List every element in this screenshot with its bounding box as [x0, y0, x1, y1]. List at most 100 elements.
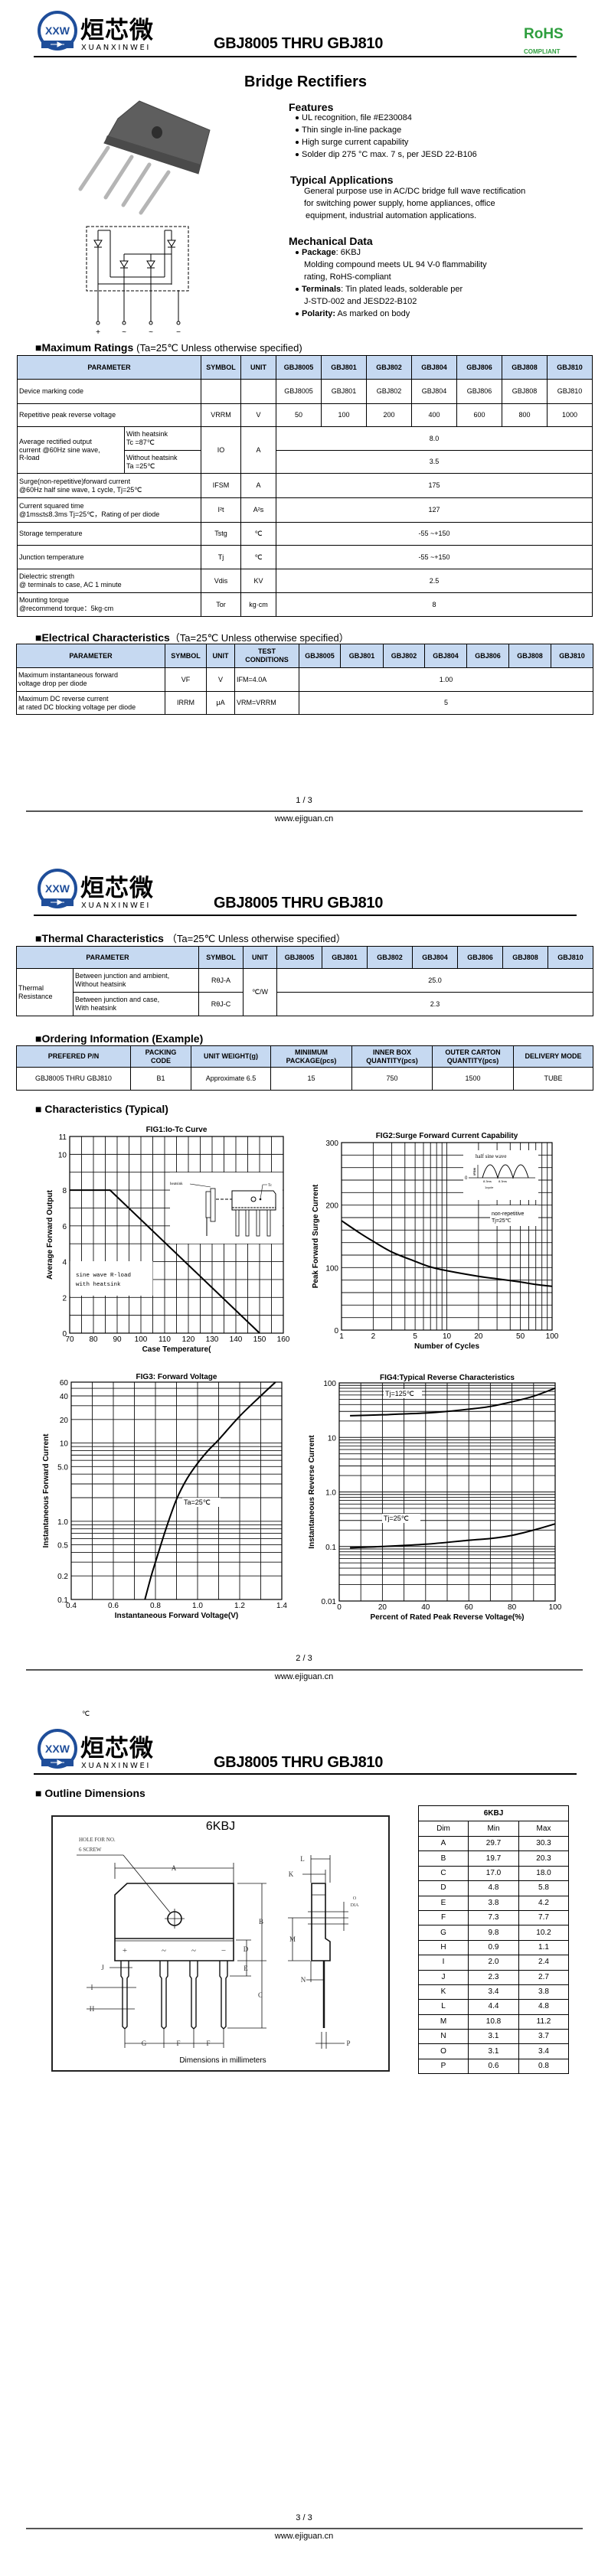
max-cell: 4.2 — [518, 1895, 570, 1911]
y-tick-label: 20 — [60, 1417, 69, 1425]
pin-mark: + — [123, 1946, 127, 1955]
applications-line: General purpose use in AC/DC bridge full… — [304, 187, 526, 196]
y-axis-label: Peak Forward Surge Current — [312, 1184, 320, 1288]
y-tick-label: 2 — [62, 1294, 67, 1303]
plot-frame — [69, 1136, 284, 1334]
company-logo: XXW 烜芯微 XUANXINWEI — [37, 1728, 167, 1771]
value-cell: GBJ802 — [366, 379, 412, 404]
outline-title: ■ Outline Dimensions — [35, 1787, 145, 1799]
value-cell: 600 — [456, 403, 502, 427]
zero-label: 0 — [465, 1176, 468, 1181]
dimension-label: F — [206, 2040, 210, 2047]
ordering-title: ■Ordering Information (Example) — [35, 1032, 204, 1045]
pin-mark: ~ — [162, 1946, 166, 1955]
diode-icon — [167, 240, 176, 247]
table-row: Junction temperature Tj ℃ -55 ~+150 — [17, 545, 593, 569]
max-cell: 1.1 — [518, 1939, 570, 1956]
page-number: 1 / 3 — [296, 796, 312, 805]
y-tick-label: 6 — [62, 1223, 67, 1231]
header-divider — [34, 915, 577, 916]
mechanical-item-polarity: Polarity: As marked on body — [296, 309, 410, 318]
symbol-cell: Tor — [201, 592, 241, 617]
y-tick-label: 40 — [60, 1393, 69, 1401]
x-tick-label: 160 — [277, 1335, 290, 1344]
device-front-icon — [231, 1190, 276, 1211]
leader-line — [189, 1183, 211, 1188]
mechanical-title: Mechanical Data — [289, 235, 373, 247]
col-parameter: PARAMETER — [17, 355, 201, 380]
unit-cell: V — [206, 667, 235, 692]
chart-fig3: FIG3: Forward Voltage 0.4 0.6 0.8 1.0 1.2 1.4 0… — [42, 1373, 287, 1620]
table-row: Maximum instantaneous forward voltage dro… — [16, 667, 593, 692]
cell: Approximate 6.5 — [191, 1067, 271, 1091]
tc-point-icon — [250, 1196, 257, 1202]
unit-cell: A²s — [240, 497, 276, 523]
waveform-label: half sine wave — [476, 1153, 506, 1159]
max-cell: 3.7 — [518, 2029, 570, 2045]
dim-cell: A — [418, 1835, 469, 1852]
dimension-label: B — [259, 1918, 263, 1925]
pin-mark: ~ — [191, 1946, 196, 1955]
table-row: Current squared time @1ms≤t≤8.3ms Tj=25℃，… — [17, 497, 593, 523]
x-axis-label: Instantaneous Forward Voltage(V) — [115, 1612, 239, 1620]
col-part: GBJ8005 — [276, 946, 322, 969]
package-lead — [120, 1961, 129, 2030]
outline-drawing-frame — [51, 1815, 390, 2072]
table-header-row: PARAMETER SYMBOL UNIT GBJ8005 GBJ801 GBJ802 GB… — [17, 355, 593, 380]
device-pin — [235, 1209, 240, 1237]
schematic-pin-label: − — [176, 328, 181, 337]
dim-cell: H — [418, 1939, 469, 1956]
symbol-cell: IRRM — [165, 691, 207, 715]
table-row: N 3.1 3.7 — [418, 2029, 570, 2045]
symbol-cell — [201, 379, 241, 404]
value-cell: GBJ801 — [321, 379, 367, 404]
chart-title: FIG3: Forward Voltage — [136, 1373, 217, 1381]
max-ratings-title: ■Maximum Ratings (Ta=25℃ Unless otherwis… — [35, 341, 302, 354]
feature-item: Thin single in-line package — [296, 126, 401, 135]
table-row: B 19.7 20.3 — [418, 1850, 570, 1867]
dim-cell: O — [418, 2043, 469, 2059]
x-axis-label: Number of Cycles — [414, 1342, 479, 1351]
dim-cell: E — [418, 1895, 469, 1911]
mechanical-item-terminals: Terminals: Tin plated leads, solderable … — [296, 285, 463, 294]
dimension-table-title: 6KBJ — [417, 1805, 570, 1821]
electrical-table: PARAMETER SYMBOL UNIT TEST CONDITIONS GBJ800… — [16, 644, 593, 715]
header-divider — [34, 56, 577, 57]
schematic-pin-label: ~ — [122, 328, 126, 337]
x-tick-label: 20 — [378, 1603, 387, 1612]
chart-fig2: FIG2:Surge Forward Current Capability 1 2 5… — [312, 1132, 559, 1351]
col-unit: UNIT — [243, 946, 277, 969]
page-number: 3 / 3 — [296, 2513, 312, 2522]
min-cell: 10.8 — [468, 2014, 519, 2030]
dim-cell: F — [418, 1909, 469, 1926]
dimension-label: L — [300, 1855, 305, 1863]
footer-divider — [26, 1669, 583, 1671]
section-condition: （Ta=25℃ Unless otherwise specified） — [169, 632, 349, 644]
col-parameter: PARAMETER — [16, 644, 165, 668]
col-parameter: PARAMETER — [16, 946, 199, 969]
package-lead — [121, 162, 152, 207]
col-symbol: SYMBOL — [201, 355, 241, 380]
leader-line — [123, 1854, 171, 1913]
test-cell: IFM=4.0A — [234, 667, 299, 692]
value-cell: GBJ804 — [411, 379, 457, 404]
x-tick-label: 20 — [474, 1332, 483, 1341]
x-axis-label: Percent of Rated Peak Reverse Voltage(%) — [370, 1613, 524, 1622]
cycle-label: 1cycle — [485, 1185, 494, 1189]
col-part-number: PREFERED P/N — [16, 1045, 131, 1068]
symbol-cell: IO — [201, 426, 241, 474]
table-row: E 3.8 4.2 — [418, 1895, 570, 1911]
svg-text:XXW: XXW — [45, 882, 70, 895]
col-part: GBJ806 — [466, 644, 509, 668]
hole-note: 6 SCREW — [79, 1847, 102, 1853]
table-row: D 4.8 5.8 — [418, 1880, 570, 1896]
max-cell: 3.8 — [518, 1984, 570, 2000]
plot-frame — [70, 1381, 283, 1600]
table-row: J 2.3 2.7 — [418, 1969, 570, 1985]
applications-line: equipment, industrial automation applica… — [306, 211, 477, 220]
outline-drawing: HOLE FOR NO. 6 SCREW O DIA A B C D E F F G H I J KL M N P +… — [77, 1837, 359, 2065]
dimension-label: I — [91, 1984, 93, 1991]
terminals-value: : Tin plated leads, solderable per — [341, 285, 463, 294]
symbol-cell: VF — [165, 667, 207, 692]
